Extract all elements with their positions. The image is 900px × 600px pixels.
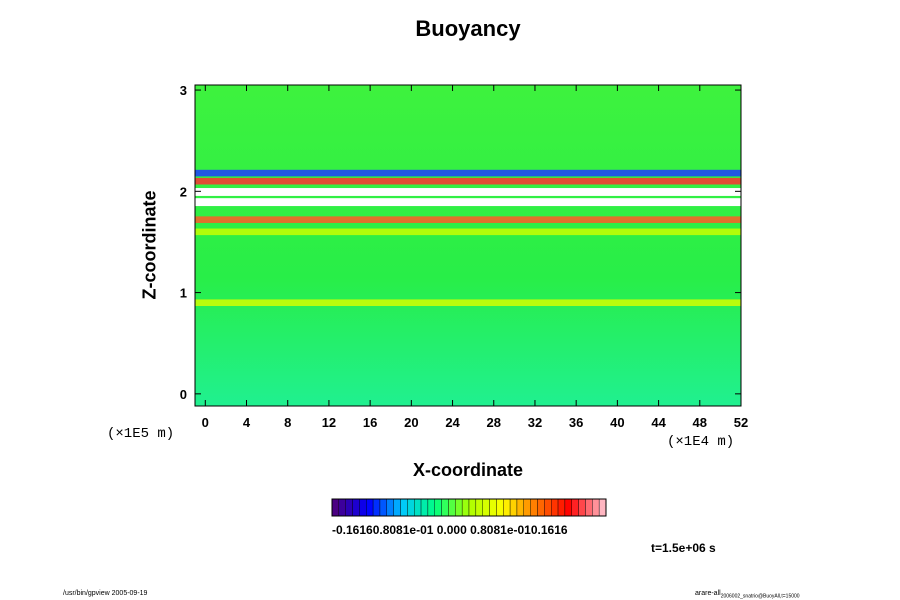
colorbar-swatch (592, 498, 600, 517)
y-tick-label: 3 (180, 83, 187, 98)
colorbar-swatch (509, 498, 518, 517)
colorbar-swatch (331, 498, 340, 517)
field-band (195, 216, 741, 223)
field-band (195, 228, 741, 236)
colorbar-swatch (441, 498, 449, 517)
colorbar-swatch (359, 498, 367, 517)
colorbar (331, 498, 607, 517)
colorbar-swatch (503, 498, 511, 517)
colorbar-swatch (551, 498, 559, 517)
colorbar-swatch (434, 498, 442, 517)
y-tick-label: 1 (180, 286, 187, 301)
colorbar-swatch (379, 498, 388, 517)
time-label: t=1.5e+06 s (651, 541, 716, 555)
plot-frame (194, 84, 742, 407)
colorbar-swatch (338, 498, 346, 517)
x-tick-label: 0 (202, 415, 209, 430)
x-tick-label: 32 (528, 415, 542, 430)
x-tick-label: 12 (322, 415, 336, 430)
x-axis-label: X-coordinate (412, 460, 523, 480)
colorbar-swatch (400, 498, 408, 517)
field-background (195, 85, 741, 406)
colorbar-swatch (516, 498, 525, 517)
x-tick-label: 20 (404, 415, 418, 430)
colorbar-swatch (345, 498, 353, 517)
colorbar-swatch (407, 498, 415, 517)
x-tick-label: 44 (651, 415, 666, 430)
field-band (195, 169, 741, 177)
colorbar-swatch (455, 498, 463, 517)
colorbar-swatch (386, 498, 394, 517)
colorbar-swatch (414, 498, 422, 517)
footer-right: arare-all2006002_snatrio@BuoyAll,t=15000 (695, 590, 800, 600)
colorbar-swatch (352, 498, 360, 517)
colorbar-swatch (496, 498, 504, 517)
colorbar-swatch (571, 498, 579, 517)
y-axis-ticks: 0 1 2 3 (180, 83, 741, 402)
buoyancy-field (195, 85, 741, 406)
x-tick-label: 28 (487, 415, 501, 430)
x-tick-label: 52 (734, 415, 748, 430)
x-tick-label: 4 (243, 415, 251, 430)
colorbar-swatch (544, 498, 552, 517)
chart-title: Buoyancy (415, 16, 521, 41)
y-tick-label: 2 (180, 184, 187, 199)
colorbar-swatch (461, 498, 470, 517)
x-tick-label: 40 (610, 415, 624, 430)
colorbar-swatch (482, 498, 490, 517)
colorbar-swatch (420, 498, 429, 517)
x-tick-label: 8 (284, 415, 291, 430)
colorbar-swatch (427, 498, 435, 517)
field-band (195, 299, 741, 307)
x-tick-label: 16 (363, 415, 377, 430)
colorbar-swatch (448, 498, 456, 517)
y-tick-label: 0 (180, 387, 187, 402)
y-unit-label: (×1E5 m) (107, 426, 175, 442)
field-band (195, 177, 741, 185)
x-axis-ticks: 0 4 8 12 16 20 24 28 32 36 40 44 48 52 (202, 85, 748, 430)
x-tick-label: 48 (693, 415, 707, 430)
colorbar-swatch (372, 498, 381, 517)
colorbar-swatch (578, 498, 586, 517)
x-tick-label: 36 (569, 415, 583, 430)
colorbar-frame (331, 498, 607, 517)
colorbar-swatch (585, 498, 593, 517)
colorbar-swatch (537, 498, 545, 517)
colorbar-tick-labels: -0.16160.8081e-01 0.000 0.8081e-010.1616 (332, 523, 568, 537)
colorbar-swatch (468, 498, 477, 517)
colorbar-swatch (523, 498, 531, 517)
colorbar-swatch (366, 498, 374, 517)
x-unit-label: (×1E4 m) (667, 434, 735, 450)
y-axis-label: Z-coordinate (139, 190, 160, 300)
field-band (195, 188, 741, 196)
colorbar-swatch (489, 498, 497, 517)
footer-left: /usr/bin/gpview 2005-09-19 (63, 590, 148, 597)
field-band (195, 198, 741, 207)
colorbar-swatch (393, 498, 401, 517)
colorbar-swatch (598, 498, 607, 517)
x-tick-label: 24 (445, 415, 460, 430)
colorbar-swatch (530, 498, 538, 517)
colorbar-swatch (557, 498, 566, 517)
colorbar-swatch (564, 498, 572, 517)
colorbar-swatch (475, 498, 483, 517)
